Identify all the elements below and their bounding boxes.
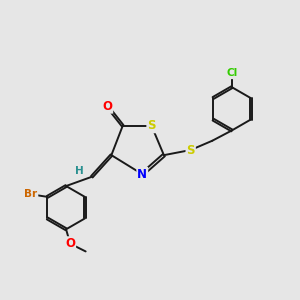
Text: S: S	[186, 143, 195, 157]
Text: Cl: Cl	[226, 68, 238, 78]
Text: O: O	[102, 100, 112, 113]
Text: O: O	[65, 237, 75, 250]
Text: H: H	[75, 166, 83, 176]
Text: S: S	[147, 119, 156, 132]
Text: N: N	[137, 168, 147, 181]
Text: Br: Br	[24, 189, 38, 199]
